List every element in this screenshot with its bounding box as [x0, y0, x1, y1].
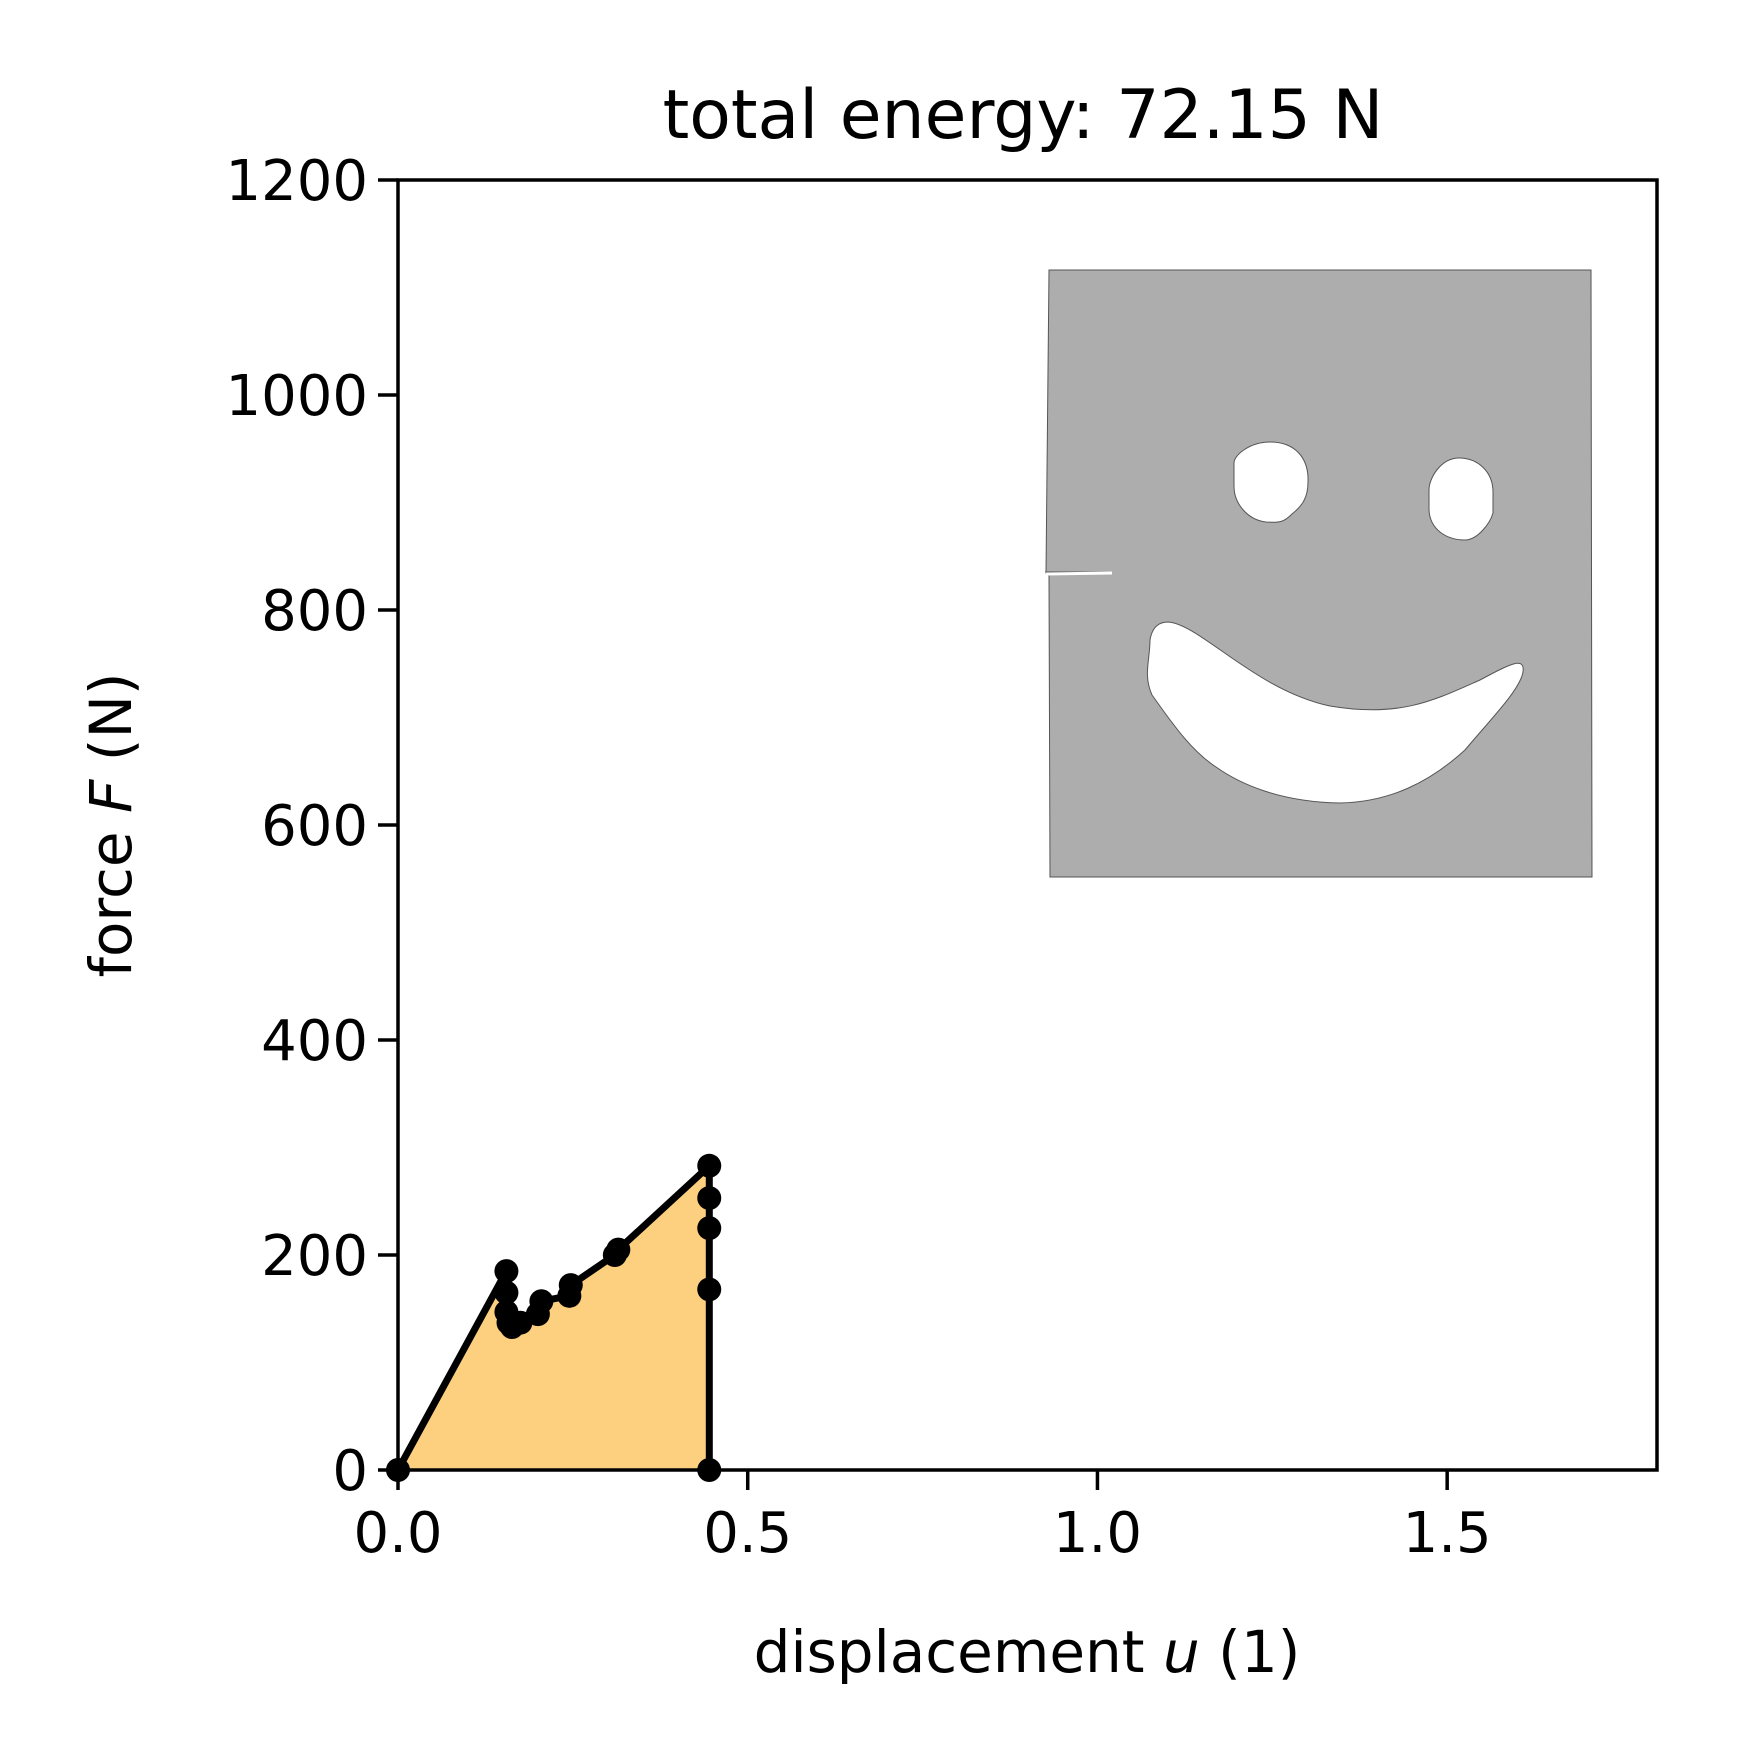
plot-area	[386, 178, 1659, 1482]
x-axis-label-var: u	[1163, 1618, 1200, 1686]
x-tick-label: 1.0	[1053, 1501, 1142, 1566]
mouth-hole	[1146, 621, 1524, 804]
y-tick-label: 200	[261, 1224, 368, 1289]
y-tick-label: 400	[261, 1009, 368, 1074]
specimen-crack	[1045, 571, 1113, 576]
data-point-10	[558, 1273, 583, 1298]
x-axis-label-prefix: displacement	[754, 1618, 1163, 1686]
x-axis-label-suffix: (1)	[1200, 1618, 1301, 1686]
data-point-8	[529, 1289, 554, 1314]
y-axis-label: force F (N)	[77, 673, 145, 978]
data-point-12	[606, 1237, 631, 1262]
x-tick-label: 1.5	[1403, 1501, 1492, 1566]
y-axis-label-prefix: force	[77, 813, 145, 977]
data-point-14	[697, 1186, 722, 1211]
data-points	[386, 1153, 722, 1482]
x-tick-label: 0.0	[353, 1501, 442, 1566]
left-eye-hole	[1233, 441, 1309, 523]
chart-title: total energy: 72.15 N	[663, 76, 1384, 155]
right-eye-hole	[1428, 457, 1494, 541]
x-axis-label: displacement u (1)	[754, 1618, 1301, 1686]
y-tick-label: 600	[261, 794, 368, 859]
y-tick-label: 1000	[225, 364, 368, 429]
y-axis: 0 200 400 600 800 1000 1200	[225, 149, 398, 1504]
data-point-15	[697, 1216, 722, 1241]
y-tick-label: 800	[261, 579, 368, 644]
x-axis: 0.0 0.5 1.0 1.5	[353, 1470, 1492, 1566]
y-axis-label-var: F	[77, 778, 145, 813]
data-point-13	[697, 1153, 722, 1178]
specimen-inset-image	[1044, 269, 1593, 878]
x-tick-label: 0.5	[703, 1501, 792, 1566]
data-point-16	[697, 1277, 722, 1302]
data-point-1	[494, 1259, 519, 1284]
y-tick-label: 0	[332, 1439, 368, 1504]
y-axis-label-suffix: (N)	[77, 673, 145, 780]
y-tick-label: 1200	[225, 149, 368, 214]
data-point-2	[494, 1280, 519, 1305]
